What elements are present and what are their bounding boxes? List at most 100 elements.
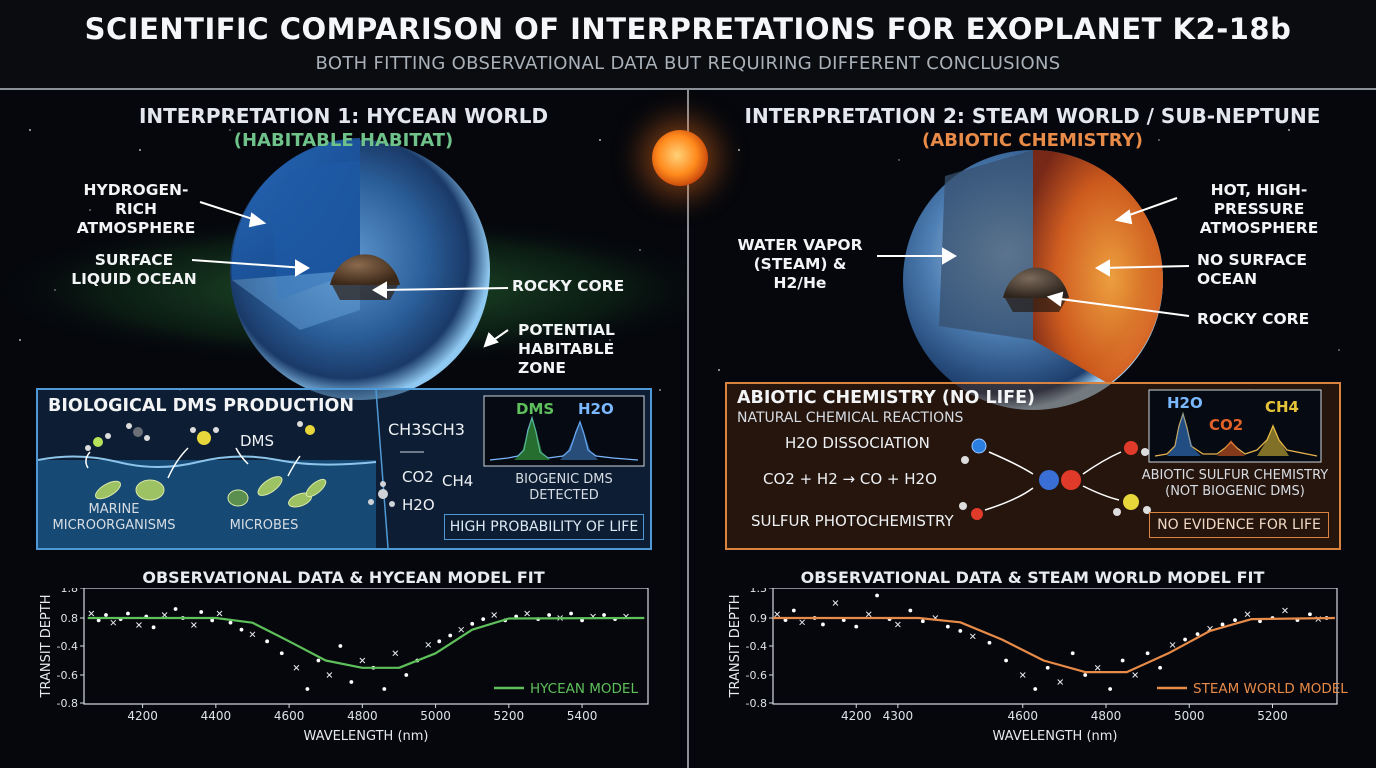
dms-release-arrows: [85, 447, 301, 479]
y-tick-label: -0.6: [746, 669, 767, 682]
y-tick-label: -0.8: [746, 697, 767, 710]
biological-dms-box: BIOLOGICAL DMS PRODUCTION DMS MARINE MIC…: [36, 388, 652, 550]
spectrum-h2o-label-right: H2O: [1167, 394, 1203, 412]
data-point: [774, 611, 781, 618]
left-pointer-arrows: [191, 201, 509, 348]
data-point: [249, 631, 256, 638]
data-point: [832, 600, 839, 606]
x-tick-label: 4300: [883, 709, 914, 723]
steam-heading: INTERPRETATION 2: STEAM WORLD / SUB-NEPT…: [744, 104, 1321, 128]
x-tick-label: 4600: [1007, 709, 1038, 723]
label-no-surface-ocean: NO SURFACE OCEAN: [1197, 251, 1307, 288]
h2o-label-left: H2O: [402, 496, 435, 514]
data-point: [1158, 665, 1162, 670]
data-point: [920, 619, 925, 624]
data-point: [1220, 622, 1225, 627]
reaction-arrows: [984, 451, 1122, 511]
abiotic-sulfur-caption: ABIOTIC SULFUR CHEMISTRY (NOT BIOGENIC D…: [1141, 468, 1329, 499]
page-title: SCIENTIFIC COMPARISON OF INTERPRETATIONS…: [84, 12, 1292, 46]
bio-box-title: BIOLOGICAL DMS PRODUCTION: [48, 396, 355, 416]
data-point: [437, 639, 442, 644]
data-point: [547, 613, 552, 617]
y-tick-label: -0.8: [57, 697, 78, 710]
data-point: [104, 613, 108, 617]
data-point: [239, 627, 244, 632]
header-divider: [0, 88, 1376, 90]
x-axis-label: WAVELENGTH (nm): [993, 729, 1118, 744]
page-subtitle: BOTH FITTING OBSERVATIONAL DATA BUT REQU…: [315, 53, 1061, 74]
data-point: [126, 611, 130, 616]
reaction-diagram: [959, 389, 1322, 520]
data-point: [293, 664, 300, 671]
y-axis-label: TRANSIT DEPTH: [728, 594, 743, 698]
right-pointer-arrows: [877, 197, 1190, 317]
steam-chart-title: OBSERVATIONAL DATA & STEAM WORLD MODEL F…: [800, 568, 1265, 587]
data-point: [580, 618, 584, 623]
y-tick-label: 0.9: [750, 612, 768, 625]
model-fit-line: [87, 616, 645, 669]
data-point: [199, 610, 204, 614]
x-tick-label: 4200: [127, 709, 158, 723]
hycean-panel: INTERPRETATION 1: HYCEAN WORLD (HABITABL…: [0, 90, 687, 768]
data-point: [1233, 618, 1237, 623]
data-point: [338, 644, 343, 648]
data-point: [392, 650, 399, 657]
steam-subheading: (ABIOTIC CHEMISTRY): [922, 130, 1143, 151]
biogenic-dms-caption: BIOGENIC DMS DETECTED: [515, 472, 613, 503]
data-point: [481, 617, 486, 622]
x-tick-label: 5000: [420, 709, 451, 723]
data-point: [945, 624, 950, 629]
x-tick-label: 4200: [841, 709, 872, 723]
data-point: [96, 618, 101, 623]
data-point: [1244, 611, 1251, 618]
label-water-vapor: WATER VAPOR (STEAM) & H2/He: [737, 236, 863, 292]
x-tick-label: 4800: [347, 709, 378, 723]
spectrum-dms-peak-label: DMS: [516, 400, 555, 418]
data-point: [602, 613, 606, 617]
high-probability-life-tag: HIGH PROBABILITY OF LIFE: [444, 514, 644, 540]
data-point: [1057, 679, 1064, 685]
data-point: [88, 610, 95, 617]
data-point: [161, 612, 168, 618]
label-rocky-core-left: ROCKY CORE: [512, 277, 625, 295]
header-bar: SCIENTIFIC COMPARISON OF INTERPRETATIONS…: [0, 0, 1376, 88]
data-point: [1004, 658, 1008, 663]
data-point: [448, 633, 453, 638]
legend-label: STEAM WORLD MODEL: [1193, 681, 1348, 697]
x-tick-label: 5400: [567, 709, 598, 723]
data-point: [1045, 665, 1050, 670]
y-tick-label: -0.4: [746, 640, 767, 653]
data-point: [1169, 642, 1176, 648]
data-point: [1019, 672, 1026, 678]
data-point: [1132, 672, 1138, 678]
y-axis-label: TRANSIT DEPTH: [39, 594, 54, 698]
data-point: [404, 673, 409, 677]
h2o-dissociation-label: H2O DISSOCIATION: [785, 434, 930, 452]
spectrum-inset-right: [1148, 389, 1322, 463]
sulfur-photochemistry-label: SULFUR PHOTOCHEMISTRY: [751, 512, 954, 530]
molecule-icons: [959, 438, 1151, 520]
dms-structure-icon: [368, 481, 395, 507]
marine-microorganisms-label: MARINE MICROORGANISMS: [52, 502, 176, 533]
data-point: [216, 610, 223, 617]
microorganisms: [95, 476, 327, 508]
y-tick-label: 0.8: [61, 612, 79, 625]
data-point: [382, 687, 387, 691]
data-point: [1282, 607, 1288, 614]
data-point: [1145, 651, 1150, 656]
data-point: [316, 658, 321, 663]
data-point: [425, 641, 432, 648]
center-divider: [687, 90, 689, 768]
data-point: [799, 619, 805, 626]
x-tick-label: 5200: [494, 709, 525, 723]
data-point: [895, 621, 901, 628]
data-point: [458, 626, 465, 633]
label-hot-atmosphere: HOT, HIGH-PRESSURE ATMOSPHERE: [1199, 181, 1319, 237]
data-point: [1195, 632, 1200, 637]
data-point: [1308, 612, 1312, 617]
data-point: [1094, 664, 1101, 671]
host-star: [652, 130, 708, 186]
dms-label: DMS: [240, 432, 275, 450]
legend-label: HYCEAN MODEL: [530, 681, 638, 697]
x-tick-label: 4400: [201, 709, 232, 723]
